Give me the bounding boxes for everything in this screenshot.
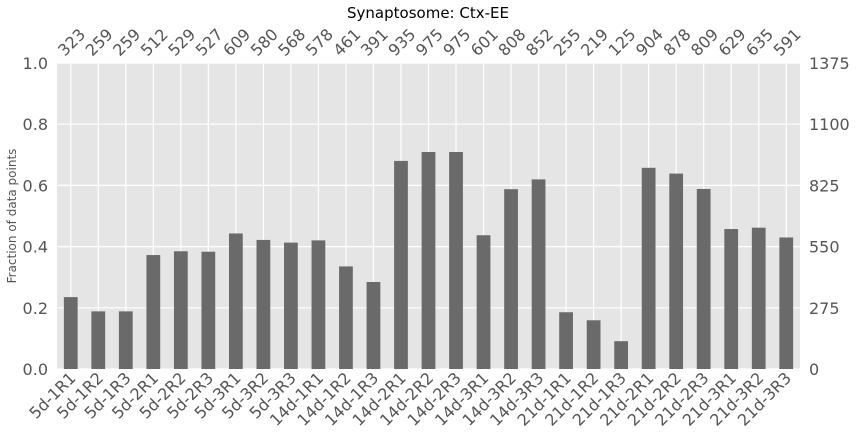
bar (146, 255, 161, 369)
bar (284, 242, 298, 369)
left-y-tick-label: 0.8 (23, 115, 48, 134)
bar (696, 188, 711, 369)
left-y-axis: 0.0 0.2 0.4 0.6 0.8 1.0 (23, 54, 48, 379)
y-axis-label: Fraction of data points (5, 149, 19, 284)
count-label: 904 (632, 25, 667, 60)
count-label: 578 (302, 25, 337, 60)
count-label: 512 (137, 25, 172, 60)
bar (724, 229, 739, 369)
count-label: 568 (274, 25, 309, 60)
bar (586, 320, 601, 369)
count-label: 323 (54, 25, 89, 60)
right-y-tick-label: 1375 (809, 54, 850, 73)
count-label: 975 (412, 25, 447, 60)
count-label: 975 (439, 25, 474, 60)
top-count-labels: 3232592595125295276095805685784613919359… (54, 25, 805, 60)
count-label: 629 (715, 25, 750, 60)
bar (614, 341, 629, 369)
right-y-axis: 0 275 550 825 1100 1375 (809, 54, 850, 379)
bar (669, 173, 684, 369)
right-y-tick-label: 0 (809, 360, 819, 379)
count-label: 878 (660, 25, 695, 60)
count-label: 808 (494, 25, 529, 60)
left-y-tick-label: 1.0 (23, 54, 48, 73)
count-label: 461 (329, 25, 364, 60)
count-label: 125 (605, 25, 640, 60)
count-label: 809 (687, 25, 722, 60)
bar (228, 233, 243, 369)
bar (449, 152, 463, 369)
left-y-tick-label: 0.6 (23, 176, 48, 195)
count-label: 529 (164, 25, 199, 60)
bar (394, 160, 408, 369)
right-y-tick-label: 825 (809, 176, 840, 195)
count-label: 391 (357, 25, 392, 60)
left-y-tick-label: 0.0 (23, 360, 48, 379)
bar (641, 167, 656, 369)
chart-title: Synaptosome: Ctx-EE (347, 4, 509, 22)
bar (63, 297, 78, 369)
bar (531, 179, 546, 369)
bars (63, 152, 794, 369)
right-y-tick-label: 275 (809, 299, 840, 318)
bar (366, 281, 381, 369)
left-y-tick-label: 0.2 (23, 299, 48, 318)
count-label: 527 (192, 25, 227, 60)
bar (91, 311, 106, 369)
bar (751, 227, 766, 369)
count-label: 852 (522, 25, 557, 60)
count-label: 601 (467, 25, 502, 60)
count-label: 935 (384, 25, 419, 60)
bar (559, 312, 573, 369)
bar (173, 251, 188, 369)
bar (421, 152, 436, 369)
bar (311, 240, 326, 369)
count-label: 635 (742, 25, 777, 60)
count-label: 259 (109, 25, 144, 60)
bar (504, 189, 518, 369)
bar (476, 235, 491, 369)
x-axis: 5d-1R15d-1R25d-1R35d-2R15d-2R25d-2R35d-3… (25, 368, 795, 429)
count-label: 255 (549, 25, 584, 60)
bar (201, 251, 216, 369)
bar (256, 239, 271, 369)
bar (779, 237, 794, 369)
count-label: 259 (82, 25, 117, 60)
left-y-tick-label: 0.4 (23, 238, 48, 257)
count-label: 591 (770, 25, 805, 60)
count-label: 609 (219, 25, 254, 60)
count-label: 580 (247, 25, 282, 60)
bar (339, 266, 353, 369)
count-label: 219 (577, 25, 612, 60)
bar (118, 311, 133, 369)
right-y-tick-label: 1100 (809, 115, 850, 134)
right-y-tick-label: 550 (809, 238, 840, 257)
